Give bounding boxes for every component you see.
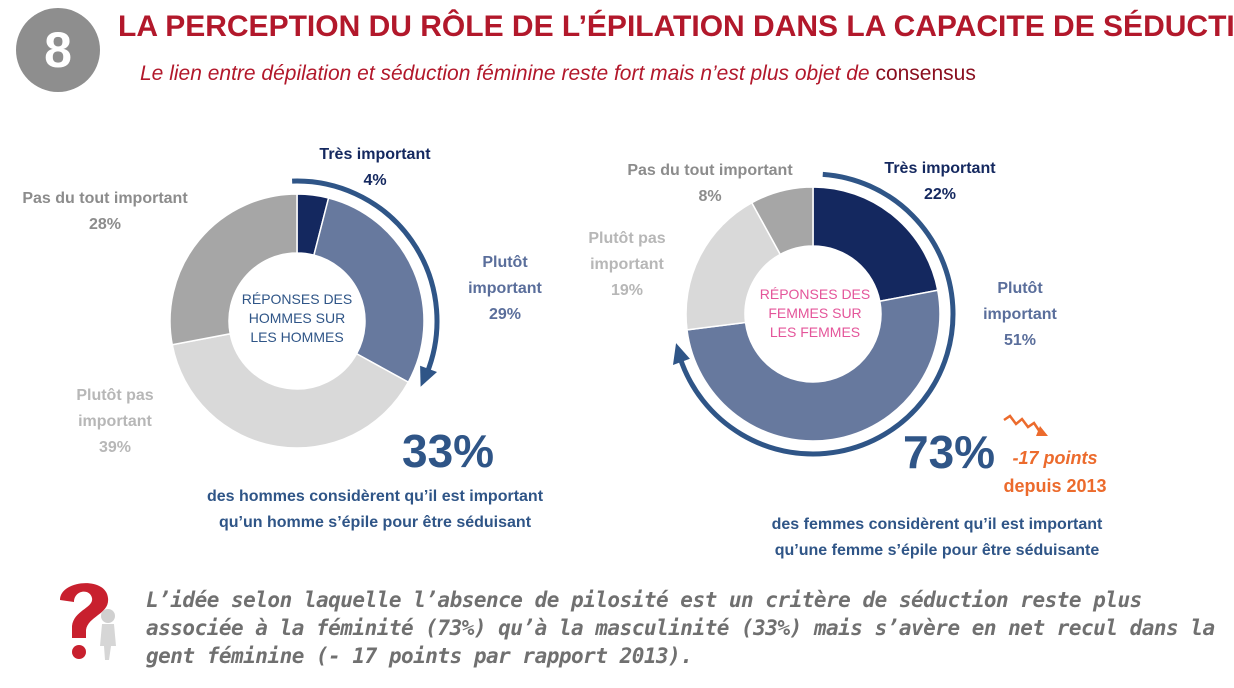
men-slice-2 (171, 332, 410, 449)
trend-down-icon (1003, 414, 1048, 436)
men-caption-line1: des hommes considèrent qu’il est importa… (206, 488, 544, 505)
women-slice-3 (750, 186, 814, 256)
men-label-plutot-important: Plutôt important 29% (440, 250, 570, 328)
women-center-line1: RÉPONSES DES (759, 286, 871, 302)
women-label-pas-du-tout: Pas du tout important 8% (605, 158, 815, 210)
men-slice-1-line2: important (468, 280, 542, 297)
trend-since: depuis 2013 (1003, 476, 1107, 496)
men-center-line1: RÉPONSES DES (241, 291, 353, 307)
women-label-plutot-important: Plutôt important 51% (955, 276, 1085, 354)
women-slice-1 (686, 289, 941, 442)
page-subtitle: Le lien entre dépilation et séduction fé… (140, 62, 1220, 86)
women-caption-line1: des femmes considèrent qu’il est importa… (771, 516, 1103, 533)
women-slice-0 (812, 186, 939, 303)
men-slice-1-value: 29% (488, 306, 522, 323)
women-slice-1-value: 51% (1003, 332, 1037, 349)
men-highlight-arc (292, 178, 440, 375)
men-center-line3: LES HOMMES (250, 329, 344, 345)
women-slice-2-line1: Plutôt pas (588, 230, 666, 247)
women-highlight-arc-head (672, 343, 690, 365)
women-slice-2-line2: important (590, 256, 664, 273)
men-slice-1-line1: Plutôt (482, 254, 528, 271)
trend-points: -17 points (1012, 448, 1098, 468)
women-slice-0-value: 22% (923, 186, 957, 203)
conclusion-note: L’idée selon laquelle l’absence de pilos… (146, 588, 1215, 668)
women-highlight-arc (677, 171, 956, 457)
women-caption-line2: qu’une femme s’épile pour être séduisant… (774, 542, 1100, 559)
women-center-line2: FEMMES SUR (768, 305, 862, 321)
men-slice-3 (169, 193, 298, 346)
women-highlight-caption: des femmes considèrent qu’il est importa… (722, 512, 1152, 564)
women-center-line3: LES FEMMES (769, 324, 861, 340)
men-slice-0-value: 4% (363, 172, 387, 189)
women-label-plutot-pas: Plutôt pas important 19% (562, 226, 692, 304)
men-label-plutot-pas: Plutôt pas important 39% (45, 383, 185, 461)
men-center-line2: HOMMES SUR (248, 310, 346, 326)
men-label-pas-du-tout: Pas du tout important 28% (0, 186, 210, 238)
men-slice-2-value: 39% (98, 439, 132, 456)
women-slice-1-line1: Plutôt (997, 280, 1043, 297)
women-slice-3-label: Pas du tout important (627, 162, 793, 179)
men-slice-1 (312, 197, 425, 384)
women-slice-3-value: 8% (698, 188, 722, 205)
slide-number-badge: 8 (16, 8, 100, 92)
men-highlight-value: 33% (402, 425, 495, 477)
men-center-label: RÉPONSES DES HOMMES SUR LES HOMMES (227, 290, 367, 347)
women-slice-2 (685, 201, 782, 331)
men-slice-2-line1: Plutôt pas (76, 387, 154, 404)
women-center-label: RÉPONSES DES FEMMES SUR LES FEMMES (745, 285, 885, 342)
men-highlight-caption: des hommes considèrent qu’il est importa… (160, 484, 590, 536)
women-trend: -17 points depuis 2013 (985, 444, 1125, 500)
women-slice-0-label: Très important (884, 160, 996, 177)
men-label-tres-important: Très important 4% (300, 142, 450, 194)
men-slice-0-label: Très important (319, 146, 431, 163)
women-highlight-value: 73% (903, 426, 996, 478)
subtitle-end: consensus (875, 62, 976, 85)
men-highlight-arc-head (420, 365, 438, 387)
men-caption-line2: qu’un homme s’épile pour être séduisant (218, 514, 532, 531)
question-mark-figure-icon (60, 583, 116, 660)
men-slice-3-value: 28% (88, 216, 122, 233)
men-slice-3-label: Pas du tout important (22, 190, 188, 207)
women-slice-2-value: 19% (610, 282, 644, 299)
page-title: LA PERCEPTION DU RÔLE DE L’ÉPILATION DAN… (118, 10, 1234, 43)
men-slice-2-line2: important (78, 413, 152, 430)
subtitle-main: Le lien entre dépilation et séduction fé… (140, 62, 876, 85)
women-slice-1-line2: important (983, 306, 1057, 323)
women-label-tres-important: Très important 22% (855, 156, 1025, 208)
